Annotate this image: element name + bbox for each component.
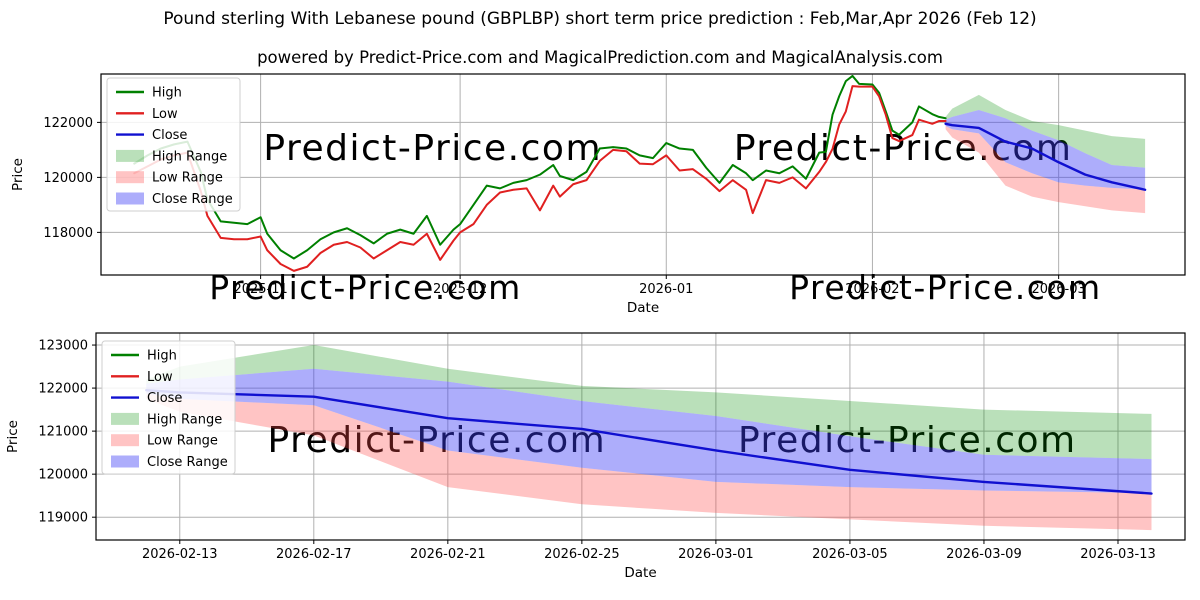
y-tick-label: 119000 xyxy=(38,511,88,526)
legend-label: Low Range xyxy=(147,434,218,449)
high-range-band xyxy=(945,94,1146,168)
y-tick-label: 122000 xyxy=(43,116,93,131)
y-tick-label: 118000 xyxy=(43,226,93,241)
watermark: Predict-Price.com xyxy=(263,128,602,169)
x-tick-label: 2026-02-25 xyxy=(544,547,620,562)
legend-label: High xyxy=(152,86,182,101)
close-range-band xyxy=(146,368,1152,494)
y-axis-label: Price xyxy=(5,420,21,453)
low-range-band xyxy=(945,125,1146,214)
low-line xyxy=(133,85,947,272)
x-tick-label: 2025-11 xyxy=(233,282,287,297)
plot-border xyxy=(95,332,1186,541)
y-tick-label: 121000 xyxy=(38,425,88,440)
legend-swatch-close_range xyxy=(116,192,144,205)
x-tick-label: 2026-02 xyxy=(845,282,899,297)
legend-box xyxy=(106,77,241,212)
x-tick-label: 2025-12 xyxy=(433,282,487,297)
close-range-band xyxy=(945,110,1146,190)
watermark: Predict-Price.com xyxy=(738,420,1077,461)
high-line xyxy=(133,74,947,260)
legend-label: Low xyxy=(147,370,173,385)
y-tick-label: 120000 xyxy=(43,171,93,186)
x-tick-label: 2026-01 xyxy=(639,282,693,297)
legend-swatch-low_range xyxy=(116,171,144,184)
legend-label: Close Range xyxy=(147,455,228,470)
legend-label: High Range xyxy=(147,412,222,427)
legend-swatch-low_range xyxy=(111,434,139,447)
y-tick-label: 122000 xyxy=(38,382,88,397)
chart-overview: Predict-Price.com Predict-Price.comPredic… xyxy=(10,73,1186,316)
x-tick-label: 2026-02-13 xyxy=(142,547,218,562)
legend-label: Close xyxy=(152,128,187,143)
legend-label: Low Range xyxy=(152,171,223,186)
x-tick-label: 2026-03 xyxy=(1031,282,1085,297)
y-axis-label: Price xyxy=(10,158,26,191)
x-tick-label: 2026-02-21 xyxy=(410,547,486,562)
page-subtitle: powered by Predict-Price.com and Magical… xyxy=(257,48,943,67)
x-tick-label: 2026-03-09 xyxy=(946,547,1022,562)
y-tick-label: 123000 xyxy=(38,339,88,354)
plot-border xyxy=(100,73,1186,276)
legend: High Low Close High Range Low Range Close Ran… xyxy=(106,77,241,212)
x-tick-label: 2026-03-01 xyxy=(678,547,754,562)
x-tick-label: 2026-03-13 xyxy=(1080,547,1156,562)
legend-label: Close xyxy=(147,391,182,406)
legend-swatch-high_range xyxy=(111,412,139,425)
legend-swatch-high_range xyxy=(116,149,144,162)
legend-box xyxy=(101,340,236,475)
close-line xyxy=(944,122,1147,191)
chart-forecast: Predict-Price.comPredict-Price.com2026-0… xyxy=(5,332,1186,581)
high-range-band xyxy=(146,345,1152,460)
low-range-band xyxy=(146,393,1152,531)
legend-label: High Range xyxy=(152,149,227,164)
page-title: Pound sterling With Lebanese pound (GBPL… xyxy=(163,9,1037,29)
legend: High Low Close High Range Low Range Close Ran… xyxy=(101,340,236,475)
x-tick-label: 2026-02-17 xyxy=(276,547,352,562)
x-axis-label: Date xyxy=(624,565,656,581)
y-tick-label: 120000 xyxy=(38,468,88,483)
legend-swatch-close_range xyxy=(111,455,139,468)
legend-label: High xyxy=(147,349,177,364)
x-tick-label: 2026-03-05 xyxy=(812,547,888,562)
legend-label: Close Range xyxy=(152,192,233,207)
watermark: Predict-Price.com xyxy=(734,128,1073,169)
x-axis-label: Date xyxy=(627,300,659,316)
legend-label: Low xyxy=(152,107,178,122)
